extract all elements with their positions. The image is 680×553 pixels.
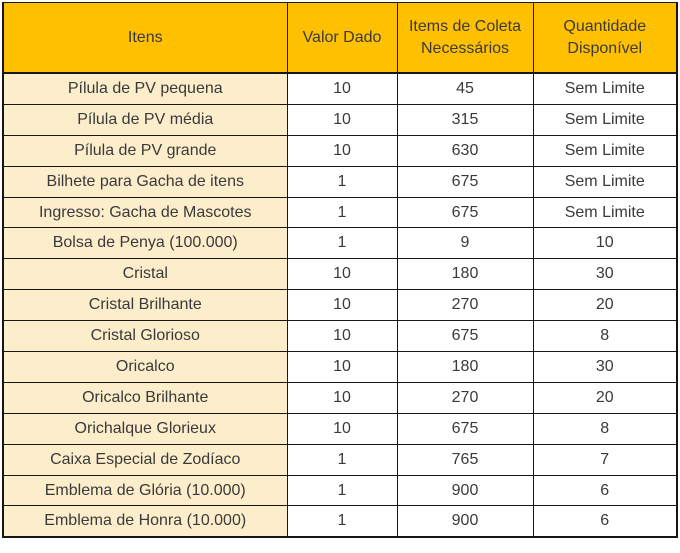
cell-value: 1 [286, 165, 398, 198]
cell-available: 10 [532, 227, 678, 260]
cell-available: 20 [532, 289, 678, 322]
cell-needed: 630 [396, 134, 534, 167]
cell-value: 10 [286, 103, 398, 136]
cell-value: 1 [286, 443, 398, 476]
table-row: Caixa Especial de Zodíaco 1 765 7 [2, 443, 678, 476]
column-header-items: Itens [2, 2, 288, 74]
table-row: Pílula de PV média 10 315 Sem Limite [2, 103, 678, 136]
cell-value: 1 [286, 227, 398, 260]
cell-available: 8 [532, 412, 678, 445]
cell-needed: 180 [396, 351, 534, 383]
cell-available: Sem Limite [532, 134, 678, 167]
cell-item: Cristal Glorioso [2, 320, 288, 353]
cell-needed: 9 [396, 227, 534, 260]
cell-available: 6 [532, 474, 678, 507]
column-header-quantidade: Quantidade Disponível [532, 2, 678, 74]
table-row: Orichalque Glorieux 10 675 8 [2, 412, 678, 445]
table-row: Cristal 10 180 30 [2, 258, 678, 291]
cell-value: 10 [286, 134, 398, 167]
cell-item: Bolsa de Penya (100.000) [2, 227, 288, 260]
exchange-table-sheet: Itens Valor Dado Items de Coleta Necessá… [2, 2, 678, 539]
cell-available: Sem Limite [532, 165, 678, 198]
cell-available: Sem Limite [532, 72, 678, 105]
item-exchange-table: Itens Valor Dado Items de Coleta Necessá… [2, 2, 678, 539]
cell-needed: 765 [396, 443, 534, 476]
cell-needed: 180 [396, 258, 534, 291]
cell-value: 10 [286, 351, 398, 383]
cell-item: Pílula de PV grande [2, 134, 288, 167]
cell-needed: 315 [396, 103, 534, 136]
cell-item: Oricalco Brilhante [2, 381, 288, 414]
cell-item: Oricalco [2, 351, 288, 383]
cell-value: 1 [286, 196, 398, 229]
table-row: Emblema de Glória (10.000) 1 900 6 [2, 474, 678, 507]
cell-item: Orichalque Glorieux [2, 412, 288, 445]
cell-item: Caixa Especial de Zodíaco [2, 443, 288, 476]
table-header: Itens Valor Dado Items de Coleta Necessá… [2, 2, 678, 74]
cell-needed: 675 [396, 165, 534, 198]
column-header-valor-dado: Valor Dado [286, 2, 398, 74]
header-row: Itens Valor Dado Items de Coleta Necessá… [2, 2, 678, 74]
cell-available: 20 [532, 381, 678, 414]
cell-item: Pílula de PV média [2, 103, 288, 136]
cell-item: Cristal [2, 258, 288, 291]
table-row: Ingresso: Gacha de Mascotes 1 675 Sem Limit… [2, 196, 678, 229]
cell-needed: 270 [396, 381, 534, 414]
cell-value: 10 [286, 72, 398, 105]
cell-item: Pílula de PV pequena [2, 72, 288, 105]
table-row: Pílula de PV pequena 10 45 Sem Limite [2, 72, 678, 105]
cell-needed: 270 [396, 289, 534, 322]
cell-item: Bilhete para Gacha de itens [2, 165, 288, 198]
cell-needed: 675 [396, 196, 534, 229]
cell-value: 10 [286, 320, 398, 353]
cell-item: Emblema de Glória (10.000) [2, 474, 288, 507]
table-row: Bolsa de Penya (100.000) 1 9 10 [2, 227, 678, 260]
cell-available: 6 [532, 505, 678, 538]
table-body: Pílula de PV pequena 10 45 Sem Limite Pílula… [2, 72, 678, 538]
cell-value: 10 [286, 381, 398, 414]
cell-value: 1 [286, 505, 398, 538]
cell-available: Sem Limite [532, 196, 678, 229]
table-row: Pílula de PV grande 10 630 Sem Limite [2, 134, 678, 167]
cell-needed: 900 [396, 474, 534, 507]
cell-available: 30 [532, 351, 678, 383]
table-row: Oricalco Brilhante 10 270 20 [2, 381, 678, 414]
table-row: Emblema de Honra (10.000) 1 900 6 [2, 505, 678, 538]
cell-needed: 675 [396, 320, 534, 353]
cell-available: 8 [532, 320, 678, 353]
table-row: Oricalco 10 180 30 [2, 351, 678, 383]
cell-value: 10 [286, 258, 398, 291]
table-row: Bilhete para Gacha de itens 1 675 Sem Limit… [2, 165, 678, 198]
cell-available: Sem Limite [532, 103, 678, 136]
table-row: Cristal Glorioso 10 675 8 [2, 320, 678, 353]
cell-needed: 900 [396, 505, 534, 538]
cell-item: Cristal Brilhante [2, 289, 288, 322]
cell-value: 1 [286, 474, 398, 507]
cell-needed: 45 [396, 72, 534, 105]
cell-value: 10 [286, 289, 398, 322]
cell-available: 30 [532, 258, 678, 291]
cell-available: 7 [532, 443, 678, 476]
cell-needed: 675 [396, 412, 534, 445]
cell-item: Emblema de Honra (10.000) [2, 505, 288, 538]
cell-value: 10 [286, 412, 398, 445]
cell-item: Ingresso: Gacha de Mascotes [2, 196, 288, 229]
column-header-items-coleta: Items de Coleta Necessários [396, 2, 534, 74]
table-row: Cristal Brilhante 10 270 20 [2, 289, 678, 322]
